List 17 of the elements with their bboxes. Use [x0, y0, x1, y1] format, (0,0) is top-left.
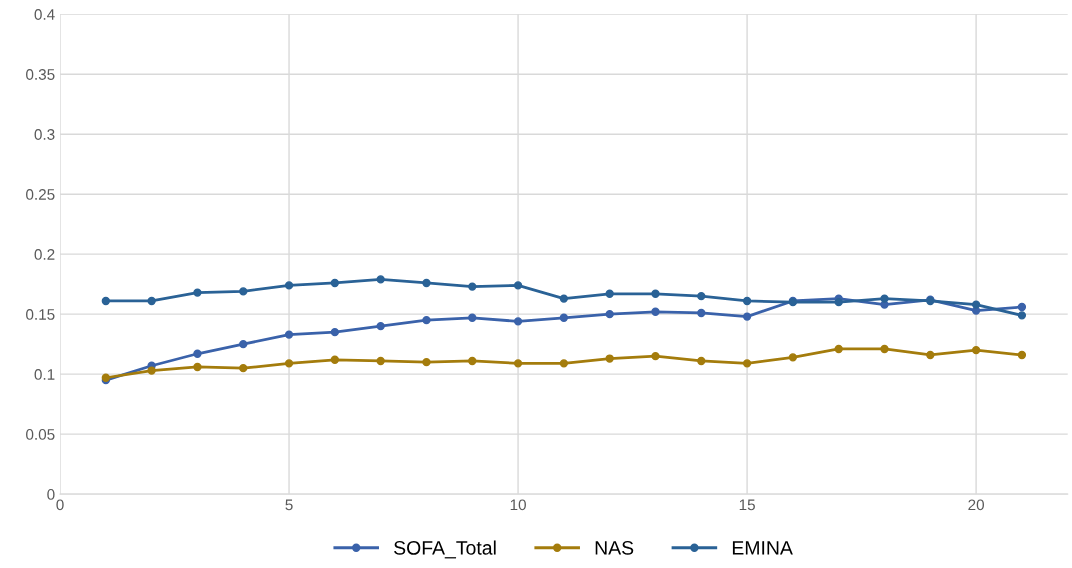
x-tick-label: 15 [739, 499, 755, 511]
y-tick-label: 0.05 [26, 429, 55, 440]
legend-label: EMINA [732, 541, 793, 555]
y-tick-label: 0 [47, 489, 55, 500]
y-tick-label: 0.1 [34, 369, 55, 380]
legend-label: NAS [595, 540, 634, 555]
x-tick-label: 0 [56, 499, 64, 511]
x-tick-label: 20 [968, 499, 984, 511]
y-tick-label: 0.15 [26, 309, 55, 320]
y-tick-label: 0.25 [26, 189, 55, 200]
x-tick-label: 10 [510, 499, 526, 511]
x-tick-label: 5 [285, 499, 293, 511]
y-tick-label: 0.35 [26, 69, 55, 80]
y-tick-label: 0.2 [34, 249, 55, 260]
y-tick-label: 0.4 [34, 9, 55, 20]
y-tick-label: 0.3 [34, 129, 55, 140]
legend-label: SOFA_Total [394, 540, 496, 559]
